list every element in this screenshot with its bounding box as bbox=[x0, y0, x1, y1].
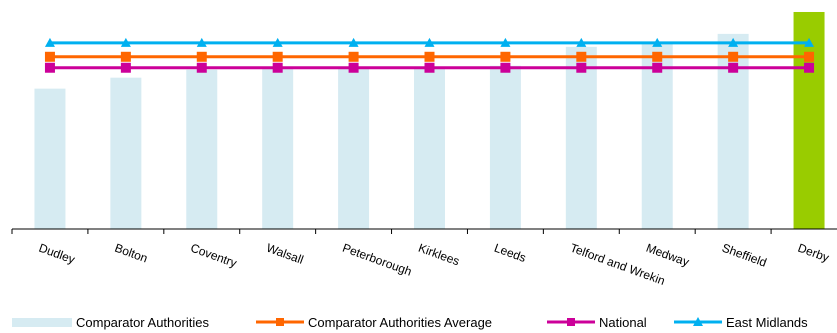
data-point bbox=[652, 62, 663, 73]
ticks-layer bbox=[11, 229, 772, 234]
legend-swatch-line-square bbox=[547, 318, 595, 326]
legend-label: Comparator Authorities bbox=[76, 314, 209, 330]
data-point bbox=[196, 51, 207, 62]
category-label: Dudley bbox=[37, 241, 77, 267]
category-label: Derby bbox=[796, 241, 831, 265]
category-label: Coventry bbox=[189, 241, 239, 271]
bar bbox=[565, 46, 597, 229]
data-point bbox=[348, 62, 359, 73]
data-point bbox=[44, 62, 55, 73]
chart: Dudley Bolton Coventry Walsall Peterborough K… bbox=[11, 11, 837, 288]
data-point bbox=[804, 62, 815, 73]
data-point bbox=[424, 51, 435, 62]
data-point bbox=[500, 37, 511, 47]
data-point bbox=[728, 62, 739, 73]
category-label: Bolton bbox=[113, 241, 150, 266]
data-point bbox=[728, 51, 739, 62]
legend-label: National bbox=[599, 314, 647, 330]
legend-label: Comparator Authorities Average bbox=[308, 314, 493, 330]
legend-item-comparator-authorities: Comparator Authorities bbox=[12, 311, 209, 333]
bar bbox=[641, 43, 673, 229]
category-label: Walsall bbox=[265, 241, 306, 267]
legend: Comparator Authorities Comparator Author… bbox=[0, 311, 837, 333]
data-point bbox=[272, 37, 283, 47]
data-point bbox=[728, 37, 739, 47]
data-point bbox=[272, 51, 283, 62]
bars-layer bbox=[34, 11, 825, 230]
data-point bbox=[196, 62, 207, 73]
data-point bbox=[424, 62, 435, 73]
bar bbox=[110, 77, 142, 229]
category-label: Kirklees bbox=[416, 241, 461, 269]
data-point bbox=[120, 62, 131, 73]
data-point bbox=[196, 37, 207, 47]
legend-label: East Midlands bbox=[726, 314, 808, 330]
data-point bbox=[652, 37, 663, 47]
data-point bbox=[804, 37, 815, 47]
data-point bbox=[500, 62, 511, 73]
bar bbox=[338, 67, 370, 230]
category-label: Leeds bbox=[492, 241, 528, 265]
data-point bbox=[120, 37, 131, 47]
data-point bbox=[44, 51, 55, 62]
data-point bbox=[500, 51, 511, 62]
data-point bbox=[652, 51, 663, 62]
data-point bbox=[272, 62, 283, 73]
category-label: Peterborough bbox=[341, 241, 414, 279]
category-label: Sheffield bbox=[720, 241, 768, 270]
lines-layer bbox=[44, 37, 815, 73]
legend-item-comparator-average: Comparator Authorities Average bbox=[256, 311, 492, 333]
legend-swatch-box bbox=[12, 317, 72, 327]
data-point bbox=[348, 51, 359, 62]
highlight-bar bbox=[793, 11, 825, 230]
data-point bbox=[576, 62, 587, 73]
data-point bbox=[348, 37, 359, 47]
data-point bbox=[804, 51, 815, 62]
labels-layer: Dudley Bolton Coventry Walsall Peterborough K… bbox=[37, 241, 831, 288]
data-point bbox=[120, 51, 131, 62]
legend-swatch-line-triangle bbox=[674, 317, 722, 326]
legend-item-east-midlands: East Midlands bbox=[674, 311, 808, 333]
legend-swatch-line-square bbox=[256, 318, 304, 326]
bar bbox=[262, 68, 294, 230]
data-point bbox=[424, 37, 435, 47]
data-point bbox=[44, 37, 55, 47]
data-point bbox=[576, 37, 587, 47]
category-label: Medway bbox=[644, 241, 691, 269]
bar bbox=[186, 69, 218, 230]
data-point bbox=[576, 51, 587, 62]
legend-item-national: National bbox=[547, 311, 647, 333]
bar bbox=[34, 88, 66, 230]
bar bbox=[414, 66, 445, 229]
bar bbox=[489, 65, 521, 229]
